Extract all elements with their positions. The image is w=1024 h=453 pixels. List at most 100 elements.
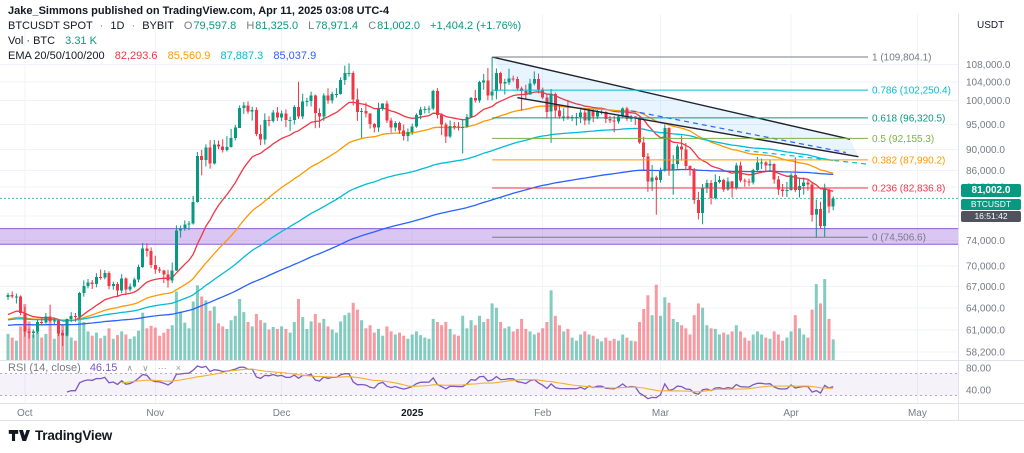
candle-body: [663, 128, 667, 171]
candle-body: [545, 97, 549, 112]
volume-bar: [452, 334, 456, 360]
volume-bar: [511, 331, 515, 360]
candle-body: [99, 277, 103, 278]
expand-icon[interactable]: ∨: [142, 363, 149, 373]
volume-bar: [595, 338, 599, 360]
candle-body: [14, 296, 18, 298]
volume-bar: [650, 315, 654, 360]
volume-bar: [36, 328, 39, 360]
price-tick-label: 67,000.0: [966, 282, 1005, 293]
volume-bar: [612, 338, 616, 360]
volume-bar: [86, 331, 90, 360]
volume-bar: [625, 337, 629, 360]
price-tick-label: 104,000.0: [966, 78, 1011, 89]
candle-body: [751, 170, 755, 183]
candle-body: [124, 278, 128, 290]
volume-bar: [739, 331, 742, 360]
price-tick-label: 64,000.0: [966, 303, 1005, 314]
candle-body: [27, 331, 31, 334]
candle-body: [528, 83, 532, 95]
volume-bar: [309, 321, 313, 360]
volume-bar: [806, 337, 810, 360]
open-value: 79,597.8: [193, 20, 237, 32]
volume-bar: [781, 340, 785, 360]
volume-bar: [238, 299, 242, 360]
volume-bar: [254, 314, 258, 360]
candle-body: [263, 119, 267, 140]
volume-bar: [562, 331, 566, 360]
volume-legend-row[interactable]: Vol · BTC 3.31 K: [8, 35, 97, 47]
candle-body: [238, 108, 242, 128]
ema-100-line: [7, 127, 834, 321]
candle-body: [490, 91, 494, 96]
volume-bar: [545, 322, 549, 360]
candle-body: [225, 146, 229, 151]
volume-label: Vol · BTC: [8, 35, 56, 47]
volume-bar: [776, 334, 780, 360]
time-tick-label: Apr: [783, 408, 799, 419]
volume-bar: [608, 340, 612, 360]
rsi-tick-label: 80.00: [966, 364, 991, 375]
more-options-icon[interactable]: ⋯: [157, 363, 167, 373]
rsi-legend-row[interactable]: RSI (14, close) 46.15 ∧ ∨ ⋯ ×: [8, 362, 181, 374]
candle-body: [621, 108, 625, 117]
volume-bar: [465, 328, 469, 360]
candle-body: [208, 147, 212, 164]
tradingview-logo[interactable]: TradingView: [8, 428, 112, 443]
volume-bar: [604, 337, 608, 360]
candle-body: [814, 208, 818, 215]
ema-legend-row[interactable]: EMA 20/50/100/200 82,293.6 85,560.9 87,8…: [8, 50, 316, 62]
volume-bar: [141, 312, 145, 360]
symbol-legend-row[interactable]: BTCUSDT SPOT · 1D · BYBIT O79,597.8 H81,…: [8, 20, 521, 32]
volume-bar: [90, 335, 94, 360]
volume-bar: [69, 337, 73, 360]
volume-bar: [785, 337, 789, 360]
candle-body: [6, 295, 10, 298]
volume-bar: [217, 323, 220, 360]
volume-bar: [377, 328, 380, 360]
ema-legend-value-3: 85,037.9: [273, 50, 317, 62]
volume-bar: [515, 328, 519, 360]
ema-label: EMA 20/50/100/200: [8, 50, 105, 62]
volume-bar: [57, 327, 60, 360]
candle-body: [431, 90, 435, 109]
volume-bar: [402, 335, 406, 360]
volume-bar: [760, 334, 764, 360]
volume-bar: [44, 333, 48, 360]
candle-body: [65, 319, 69, 336]
candle-body: [355, 99, 359, 113]
volume-bar: [174, 291, 178, 360]
volume-bar: [128, 338, 132, 360]
candle-body: [772, 164, 776, 180]
volume-bar: [667, 302, 671, 360]
volume-bar: [696, 303, 700, 360]
volume-bar: [233, 315, 237, 360]
candle-body: [722, 179, 726, 190]
symbol-title: BTCUSDT SPOT: [8, 20, 93, 32]
volume-bar: [313, 314, 317, 360]
candle-body: [246, 105, 250, 112]
volume-bar: [591, 335, 595, 360]
remove-indicator-icon[interactable]: ×: [175, 363, 182, 373]
time-tick-label: May: [908, 408, 927, 419]
collapse-icon[interactable]: ∧: [126, 363, 133, 373]
volume-bar: [116, 335, 119, 360]
volume-bar: [330, 329, 334, 360]
volume-bar: [747, 340, 751, 360]
candle-body: [82, 286, 86, 294]
time-axis[interactable]: [0, 404, 958, 420]
candle-body: [389, 120, 393, 128]
candle-body: [646, 156, 650, 182]
volume-bar: [579, 334, 583, 360]
volume-bar: [617, 340, 620, 360]
volume-bar: [250, 326, 254, 360]
price-tick-label: 95,000.0: [966, 120, 1005, 131]
volume-bar: [318, 322, 321, 360]
volume-bar: [713, 328, 717, 360]
volume-bar: [730, 331, 734, 360]
last-price-badge: 81,002.0: [961, 184, 1021, 198]
candle-body: [200, 156, 204, 161]
candle-body: [776, 179, 780, 190]
volume-bar: [351, 302, 355, 360]
